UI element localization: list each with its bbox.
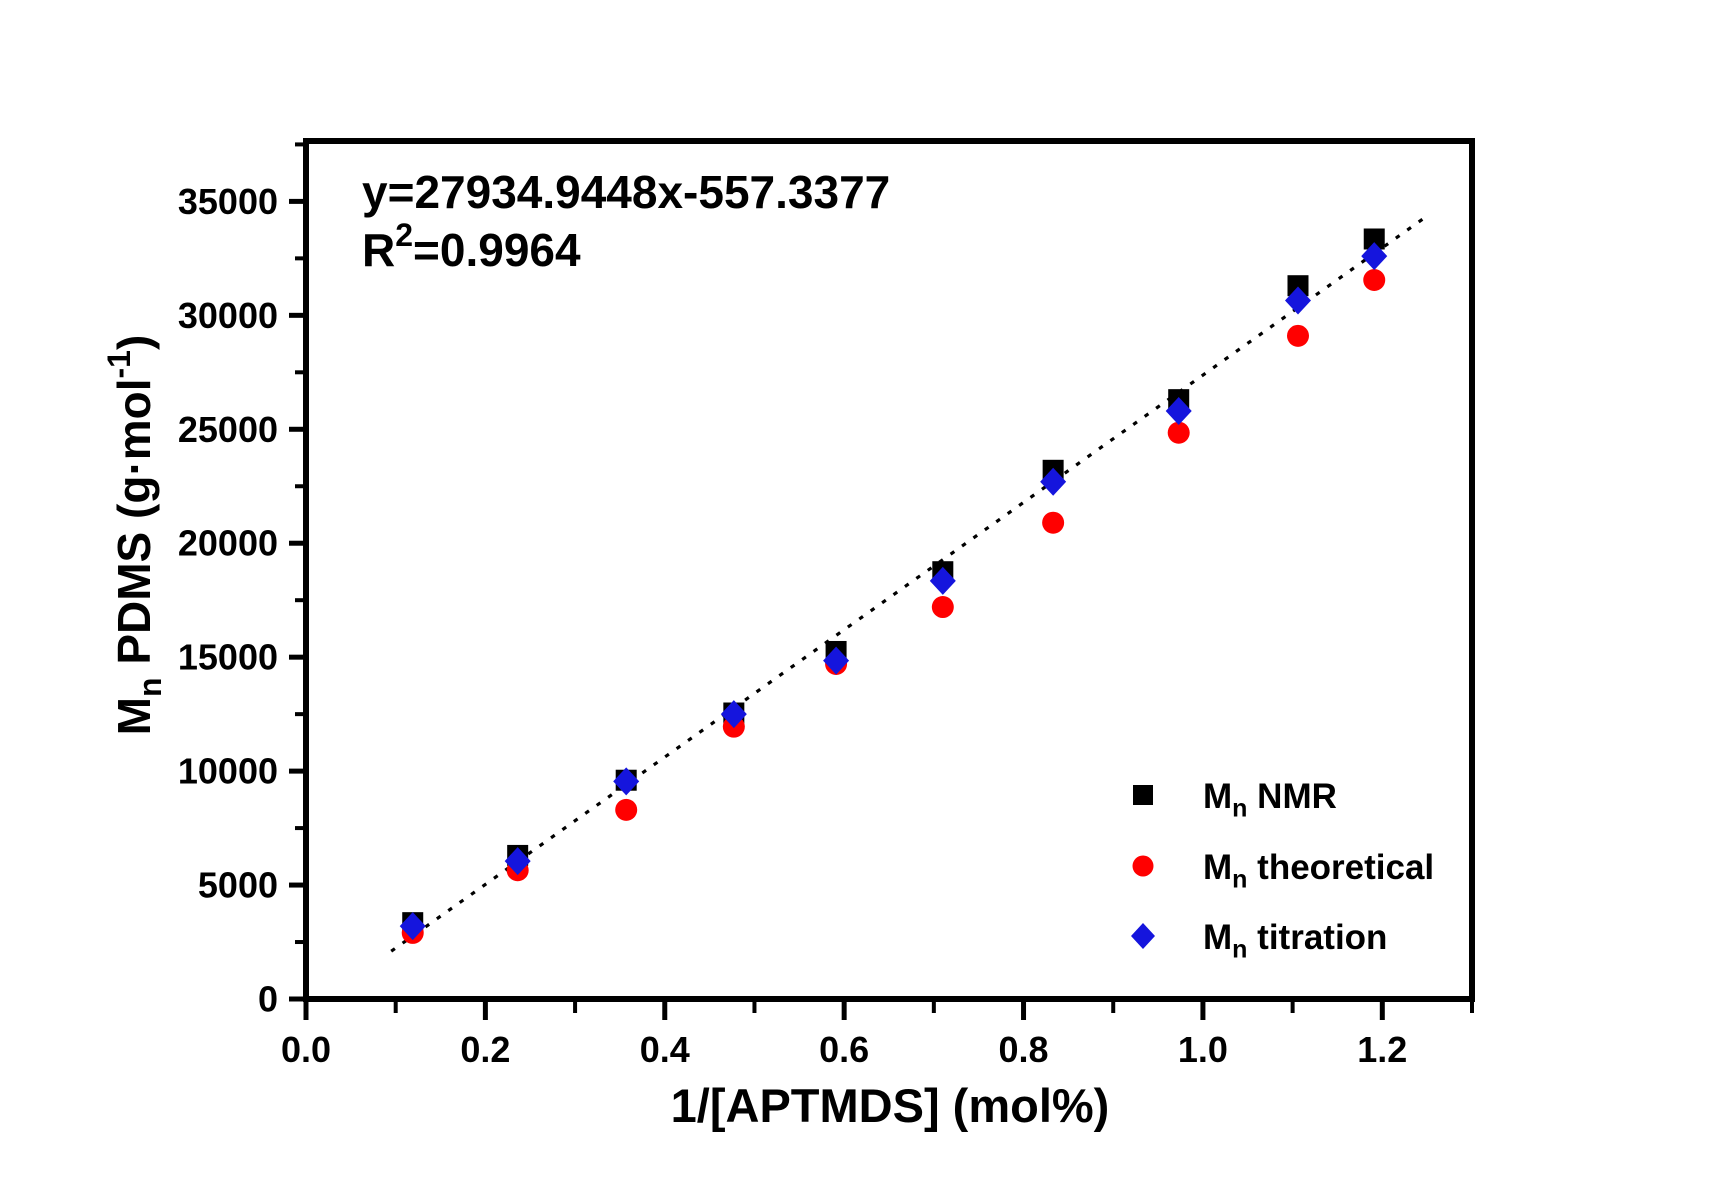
legend-marker-circle <box>1132 855 1154 877</box>
y-axis-tick-label: 35000 <box>178 181 278 222</box>
data-point-diamond-0 <box>399 912 426 941</box>
legend-label-2: Mn titration <box>1203 918 1387 963</box>
y-axis-tick-label: 15000 <box>178 637 278 678</box>
fit-equation-text: y=27934.9448x-557.3377 <box>362 166 890 218</box>
y-axis-tick-label: 5000 <box>198 865 278 906</box>
x-axis-tick-label: 1.0 <box>1178 1029 1228 1070</box>
r-squared-text: R2=0.9964 <box>362 217 581 276</box>
data-point-square-9 <box>1363 228 1385 250</box>
y-axis-title: Mn PDMS (g·mol-1) <box>101 335 168 736</box>
x-axis-tick-label: 0.0 <box>281 1029 331 1070</box>
plot-frame <box>303 138 1475 1002</box>
x-axis-tick-label: 0.6 <box>819 1029 869 1070</box>
data-point-diamond-5 <box>929 566 956 595</box>
y-axis-tick-label: 0 <box>258 979 278 1020</box>
y-axis-tick-label: 20000 <box>178 523 278 564</box>
x-axis-title: 1/[APTMDS] (mol%) <box>671 1079 1110 1132</box>
y-axis-tick-label: 30000 <box>178 295 278 336</box>
legend-label-0: Mn NMR <box>1203 777 1337 822</box>
data-point-diamond-3 <box>720 700 747 729</box>
data-point-diamond-6 <box>1040 467 1067 496</box>
fit-line <box>390 217 1424 953</box>
legend-label-1: Mn theoretical <box>1203 848 1434 893</box>
data-point-diamond-9 <box>1361 242 1388 271</box>
x-axis-tick-label: 0.8 <box>999 1029 1049 1070</box>
data-point-diamond-7 <box>1165 397 1192 426</box>
x-axis-tick-label: 0.2 <box>460 1029 510 1070</box>
data-point-diamond-2 <box>613 767 640 796</box>
data-point-diamond-1 <box>504 847 531 876</box>
data-point-diamond-8 <box>1284 286 1311 315</box>
data-point-circle-5 <box>931 596 954 619</box>
data-point-diamond-4 <box>823 646 850 675</box>
legend-marker-diamond <box>1131 923 1155 949</box>
y-axis-tick-label: 25000 <box>178 409 278 450</box>
data-point-circle-2 <box>615 798 638 821</box>
legend-marker-square <box>1133 785 1153 805</box>
x-axis-tick-label: 0.4 <box>640 1029 690 1070</box>
data-point-square-8 <box>1287 275 1309 297</box>
y-axis-tick-label: 10000 <box>178 751 278 792</box>
data-point-circle-8 <box>1286 324 1309 347</box>
data-point-circle-7 <box>1167 421 1190 444</box>
x-axis-tick-label: 1.2 <box>1357 1029 1407 1070</box>
data-point-circle-9 <box>1363 269 1386 292</box>
data-point-circle-6 <box>1042 511 1065 534</box>
